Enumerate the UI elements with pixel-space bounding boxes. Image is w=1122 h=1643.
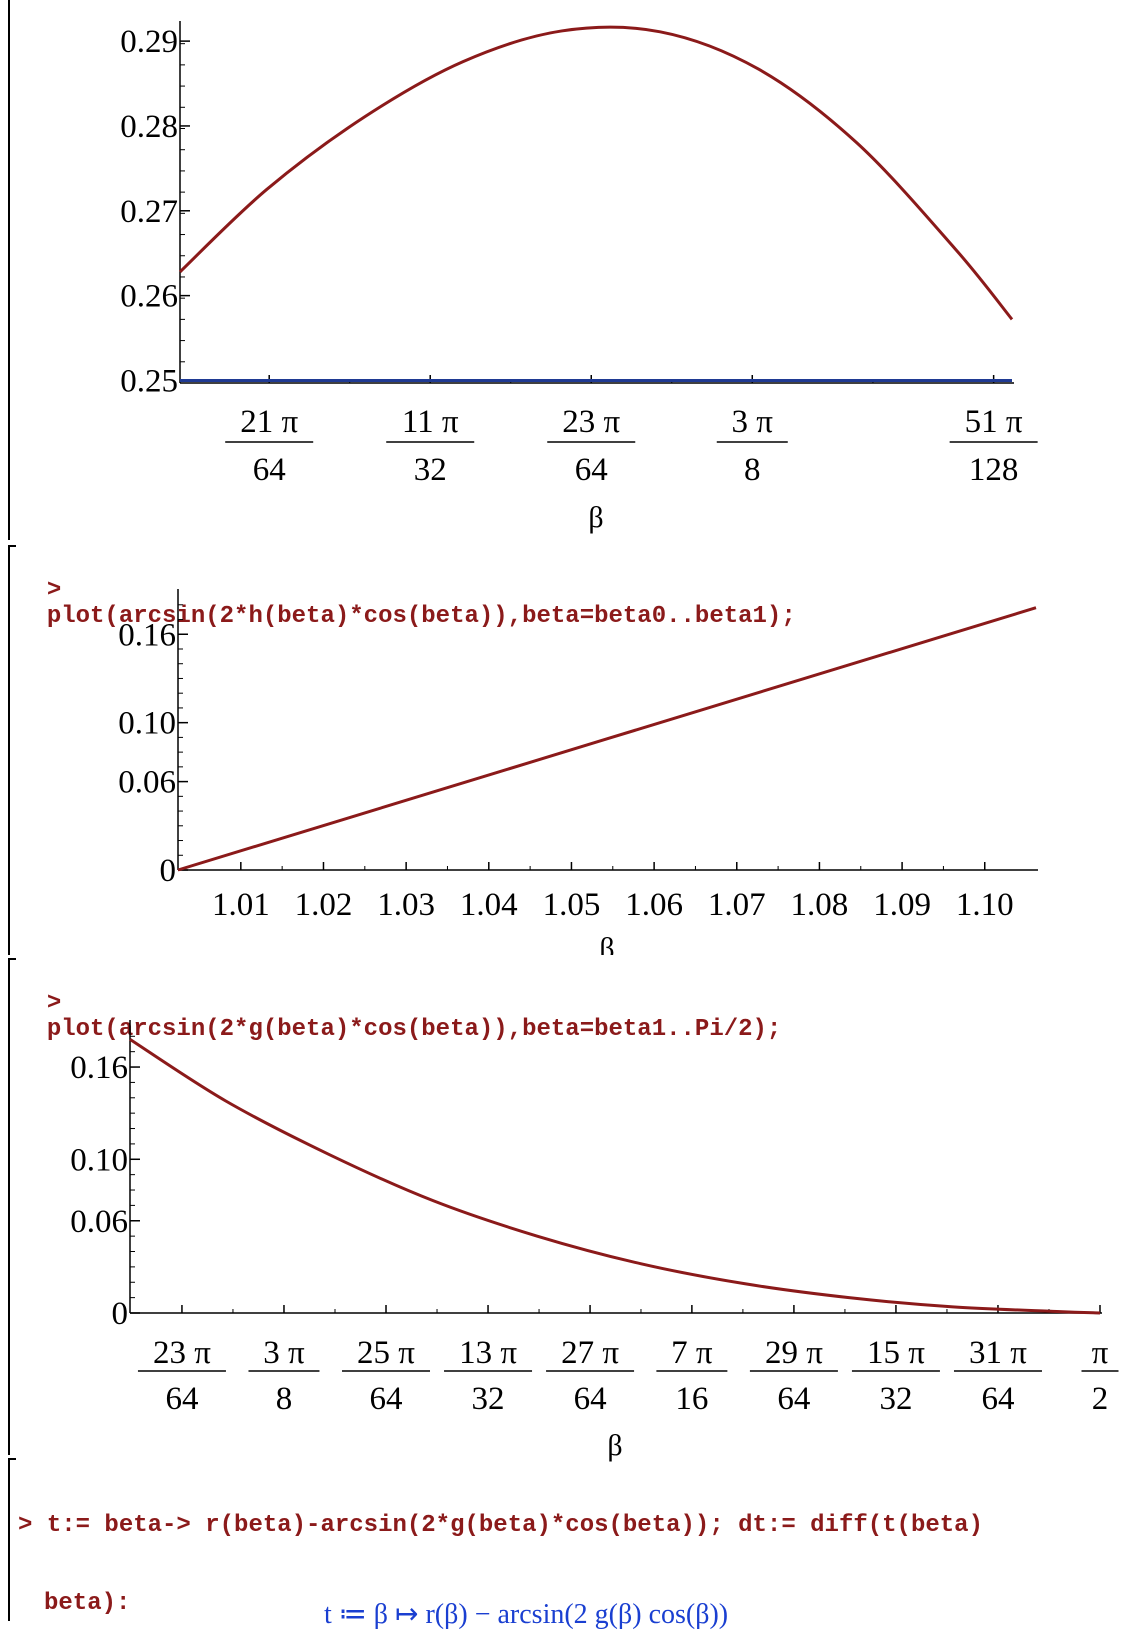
prompt-symbol: > — [46, 577, 62, 604]
x-tick-numerator: 51 π — [965, 404, 1023, 440]
x-tick-denominator: 64 — [981, 1381, 1014, 1417]
command-line-1[interactable]: > plot(arcsin(2*h(beta)*cos(beta)),beta=… — [18, 552, 796, 630]
command-text-line2: beta): — [44, 1590, 131, 1617]
x-tick-numerator: 23 π — [562, 404, 620, 440]
command-line-3[interactable]: > t:= beta-> r(beta)-arcsin(2*g(beta)*co… — [18, 1461, 983, 1643]
prompt-symbol: > — [18, 1512, 33, 1539]
x-tick-numerator: 25 π — [357, 1335, 415, 1371]
output-expression: t ≔ β ↦ r(β) − arcsin(2 g(β) cos(β)) — [310, 1565, 728, 1631]
series-line-1 — [129, 1038, 1101, 1315]
y-tick-label: 0.28 — [120, 109, 178, 145]
x-tick-denominator: 64 — [575, 452, 608, 488]
group-bracket-3 — [8, 958, 16, 1455]
x-tick-label: 1.02 — [295, 887, 353, 923]
x-tick-numerator: 21 π — [240, 404, 298, 440]
x-tick-numerator: 29 π — [765, 1335, 823, 1371]
series-line-1 — [178, 25, 1014, 321]
x-tick-label: 1.01 — [212, 887, 270, 923]
y-tick-label: 0.10 — [118, 706, 176, 742]
y-tick-label: 0.10 — [70, 1142, 128, 1178]
x-tick-denominator: 128 — [969, 452, 1019, 488]
x-tick-denominator: 64 — [574, 1381, 607, 1417]
y-tick-label: 0.06 — [70, 1204, 128, 1240]
series-line-1 — [177, 606, 1037, 872]
y-tick-label: 0.26 — [120, 279, 178, 315]
y-tick-label: 0.29 — [120, 24, 178, 60]
x-tick-numerator: 31 π — [969, 1335, 1027, 1371]
x-tick-numerator: 23 π — [153, 1335, 211, 1371]
x-tick-label: 1.08 — [791, 887, 849, 923]
x-tick-denominator: 8 — [744, 452, 761, 488]
command-line-2[interactable]: > plot(arcsin(2*g(beta)*cos(beta)),beta=… — [18, 965, 782, 1043]
x-tick-denominator: 32 — [472, 1381, 505, 1417]
x-tick-denominator: 2 — [1092, 1381, 1109, 1417]
y-tick-label: 0.16 — [70, 1050, 128, 1086]
x-axis-title: β — [599, 932, 614, 955]
x-tick-numerator: 15 π — [867, 1335, 925, 1371]
x-tick-label: 1.05 — [543, 887, 601, 923]
command-text-line1: t:= beta-> r(beta)-arcsin(2*g(beta)*cos(… — [46, 1512, 983, 1539]
x-tick-label: 1.09 — [873, 887, 931, 923]
x-tick-denominator: 8 — [276, 1381, 293, 1417]
x-tick-numerator: 7 π — [671, 1335, 713, 1371]
x-tick-label: 1.10 — [956, 887, 1014, 923]
x-tick-denominator: 64 — [370, 1381, 403, 1417]
x-tick-denominator: 64 — [253, 452, 286, 488]
x-tick-label: 1.04 — [460, 887, 518, 923]
x-tick-denominator: 32 — [414, 452, 447, 488]
plot-1[interactable]: 0.25 0.26 0.27 0.28 0.29 21 π 64 11 π 32 23 π 64 3 … — [0, 0, 1122, 545]
group-bracket-1 — [8, 0, 10, 540]
y-tick-label: 0.25 — [120, 363, 178, 399]
x-tick-label: 1.07 — [708, 887, 766, 923]
y-tick-label: 0 — [160, 853, 177, 889]
x-tick-numerator: π — [1092, 1335, 1109, 1371]
x-tick-numerator: 11 π — [402, 404, 459, 440]
y-tick-label: 0 — [112, 1296, 129, 1332]
group-bracket-4 — [8, 1458, 16, 1621]
x-axis-title: β — [588, 501, 603, 534]
x-tick-denominator: 64 — [777, 1381, 810, 1417]
command-text: plot(arcsin(2*g(beta)*cos(beta)),beta=be… — [46, 1016, 782, 1043]
x-tick-numerator: 3 π — [263, 1335, 305, 1371]
y-tick-label: 0.16 — [118, 617, 176, 653]
x-axis-title: β — [607, 1429, 622, 1462]
x-tick-label: 1.06 — [625, 887, 683, 923]
x-tick-numerator: 13 π — [459, 1335, 517, 1371]
prompt-symbol: > — [46, 990, 62, 1017]
x-tick-denominator: 16 — [675, 1381, 708, 1417]
command-text: plot(arcsin(2*h(beta)*cos(beta)),beta=be… — [46, 603, 796, 630]
x-tick-numerator: 3 π — [732, 404, 774, 440]
plot-2[interactable]: 0 0.06 0.10 0.16 1.01 1.02 1.03 1.04 1.05 1.06 1.0… — [0, 585, 1122, 955]
group-bracket-2 — [8, 545, 16, 955]
y-tick-label: 0.06 — [118, 765, 176, 801]
plot-2-svg: 0 0.06 0.10 0.16 1.01 1.02 1.03 1.04 1.05 1.06 1.0… — [118, 589, 1038, 955]
x-tick-numerator: 27 π — [561, 1335, 619, 1371]
x-tick-label: 1.03 — [377, 887, 435, 923]
plot-1-svg: 0.25 0.26 0.27 0.28 0.29 21 π 64 11 π 32 23 π 64 3 … — [120, 21, 1038, 534]
y-tick-label: 0.27 — [120, 194, 178, 230]
output-text: t ≔ β ↦ r(β) − arcsin(2 g(β) cos(β)) — [324, 1599, 729, 1630]
x-tick-denominator: 64 — [165, 1381, 198, 1417]
x-tick-denominator: 32 — [879, 1381, 912, 1417]
